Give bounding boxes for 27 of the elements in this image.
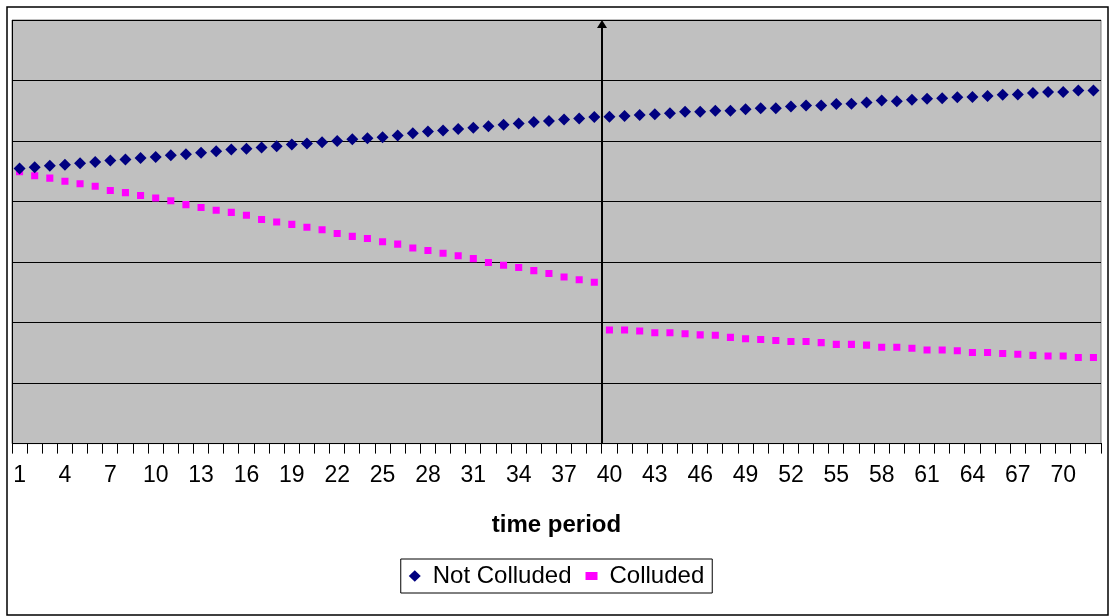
x-tick-label: 13 [188,460,214,487]
x-tick-label: 25 [369,460,396,487]
x-tick-label: 43 [642,460,668,487]
x-tick-label: 49 [732,460,759,487]
x-tick-label: 34 [505,460,532,487]
x-tick-label: 31 [460,460,487,487]
x-tick-label: 46 [687,460,713,487]
legend-label: Colluded [609,560,705,588]
x-tick-label: 16 [233,460,260,487]
x-tick-label: 4 [58,460,72,487]
x-tick-label: 19 [279,460,305,487]
x-tick-label: 40 [596,460,623,487]
x-tick-label: 55 [823,460,850,487]
x-tick-label: 28 [415,460,441,487]
x-tick-label: 1 [13,460,26,487]
x-tick-label: 7 [103,460,117,487]
x-tick-label: 37 [551,460,577,487]
x-tick-label: 58 [868,460,895,487]
x-tick-label: 22 [324,460,350,487]
x-axis-title: time period [491,510,622,538]
x-tick-label: 10 [142,460,169,487]
x-tick-label: 67 [1005,460,1031,487]
x-tick-label: 70 [1050,460,1076,487]
legend-label: Not Colluded [432,560,572,588]
x-tick-label: 64 [959,460,986,487]
x-tick-label: 52 [778,460,804,487]
x-tick-label: 61 [914,460,940,487]
